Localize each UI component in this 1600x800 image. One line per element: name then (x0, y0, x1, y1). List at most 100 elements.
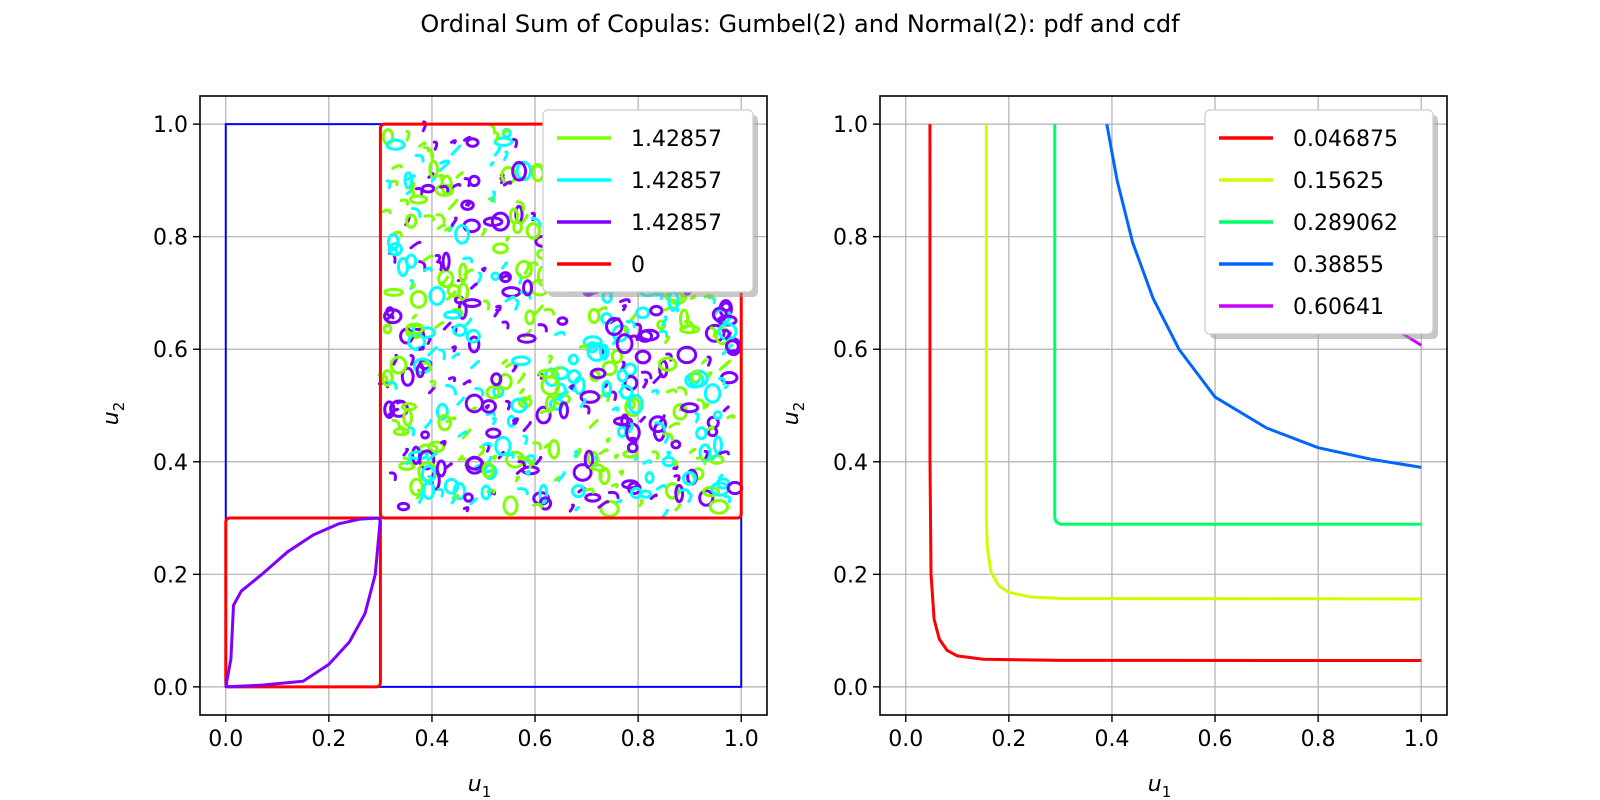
contour-loop (409, 477, 424, 497)
contour-loop (437, 413, 453, 432)
contour-segment (437, 173, 444, 181)
contour-segment (504, 295, 516, 303)
contour-loop (601, 379, 613, 398)
contour-segment (701, 358, 708, 365)
legend-label: 0.38855 (1293, 253, 1384, 278)
legend-label: 0.60641 (1293, 295, 1384, 320)
contour-segment (439, 185, 450, 193)
contour-loop (435, 402, 449, 421)
contour-loop (462, 298, 482, 309)
contour-segment (651, 450, 660, 460)
contour-segment (436, 260, 444, 272)
contour-segment (391, 164, 403, 170)
contour-segment (522, 421, 532, 432)
contour-segment (523, 456, 533, 469)
contour-segment (490, 190, 497, 203)
grid-lines (880, 96, 1447, 715)
contour-segment (407, 426, 416, 437)
contour-loop (494, 435, 512, 457)
contour-segment (418, 492, 424, 504)
y-tick-label: 0.2 (833, 563, 868, 588)
contour-segment (574, 505, 580, 512)
contour-segment (558, 390, 569, 398)
contour-loop (492, 242, 509, 255)
contour-segment (445, 416, 457, 424)
contour-segment (666, 450, 672, 459)
contour-segment (707, 371, 713, 378)
contour-segment (457, 430, 469, 438)
contour-segment (674, 503, 682, 512)
contour-segment (515, 468, 524, 475)
legend-label: 0.15625 (1293, 169, 1384, 194)
contour-loop (420, 430, 431, 440)
contour-segment (418, 141, 427, 148)
contour-loop (524, 309, 536, 326)
contour-loop (579, 390, 601, 404)
contour-loop (465, 137, 480, 148)
contour-segment (437, 488, 445, 498)
contour-loop (512, 220, 523, 235)
contour-segment (532, 441, 543, 451)
contour-loop (698, 489, 715, 507)
x-axis-label: u1 (468, 772, 492, 800)
contour-loop (385, 138, 406, 151)
contour-loop (405, 253, 418, 269)
legend-label: 1.42857 (631, 211, 722, 236)
contour-loop (586, 342, 607, 362)
contour-segment (513, 417, 519, 425)
contour-segment (427, 386, 436, 395)
contour-segment (436, 223, 447, 231)
contour-segment (469, 282, 478, 290)
contour-segment (462, 506, 470, 513)
plot-frame (199, 95, 768, 716)
contour-segment (438, 161, 450, 172)
contour-segment (650, 388, 660, 395)
contour-segment (409, 240, 422, 250)
contour-segment (663, 335, 671, 344)
contour-segment (724, 331, 732, 340)
contour-segment (406, 174, 416, 181)
x-tick-label: 0.4 (1094, 727, 1129, 752)
contour-segment (702, 402, 710, 409)
contour-segment (629, 436, 638, 446)
contour-segment (568, 503, 575, 513)
contour-segment (445, 462, 453, 469)
contour-segment (432, 140, 439, 151)
contour-segment (515, 200, 526, 212)
contour-loop (386, 232, 400, 252)
x-tick-label: 0.2 (311, 727, 346, 752)
contour-segment (640, 370, 653, 380)
contour-loop (627, 393, 644, 415)
contour-segment (514, 475, 521, 483)
x-tick-label: 0.8 (1301, 727, 1336, 752)
contour-segment (597, 306, 608, 312)
contour-segment (464, 317, 473, 327)
contour-loop (460, 199, 475, 211)
contour-loop (505, 450, 526, 469)
contour-segment (642, 459, 652, 465)
x-tick-label: 1.0 (724, 727, 759, 752)
contour-loop (405, 322, 425, 336)
contour-segment (703, 449, 709, 460)
contour-loop (598, 343, 610, 361)
contour-loop (649, 304, 664, 317)
figure-title: Ordinal Sum of Copulas: Gumbel(2) and No… (420, 10, 1180, 38)
contour-loop (463, 492, 474, 503)
contour-segment (410, 283, 416, 290)
contour-loop (704, 323, 726, 343)
contour-loop (510, 397, 528, 414)
contour-loop (538, 483, 549, 505)
contour-segment (426, 149, 435, 161)
contour-segment (449, 139, 457, 145)
contour-segment (411, 207, 422, 218)
contour-loop (457, 282, 470, 302)
contour-segment (547, 354, 553, 364)
contour-segment (623, 326, 629, 333)
contour-segment (463, 177, 471, 188)
legend-label: 1.42857 (631, 127, 722, 152)
contour-loop (383, 287, 404, 297)
contour-loop (695, 426, 708, 441)
legend-box (542, 109, 754, 293)
contour-loop (644, 471, 655, 485)
contour-segment (502, 150, 509, 162)
